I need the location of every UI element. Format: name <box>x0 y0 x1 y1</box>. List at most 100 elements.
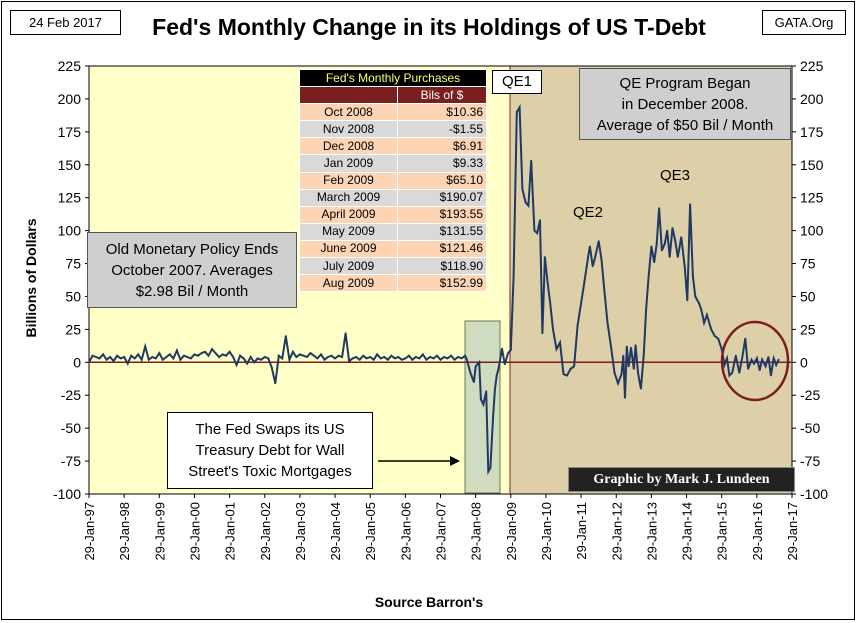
purchases-table-month: Dec 2008 <box>299 137 398 156</box>
data-point <box>165 356 168 358</box>
data-point <box>446 357 449 360</box>
purchases-table-row: July 2009 $118.90 <box>299 257 487 276</box>
purchases-table-row: Feb 2009 $65.10 <box>299 171 487 190</box>
y-tick-label-right: 200 <box>800 91 824 107</box>
x-tick-label: 29-Jan-07 <box>434 502 449 561</box>
data-point <box>179 358 182 361</box>
data-point <box>309 352 312 354</box>
data-point <box>625 345 628 348</box>
purchases-table-row: June 2009 $121.46 <box>299 239 487 259</box>
data-point <box>576 324 579 327</box>
purchases-table-row: Aug 2009 $152.99 <box>299 274 487 293</box>
data-point <box>239 354 242 357</box>
data-point <box>466 358 468 361</box>
data-point <box>249 356 252 358</box>
data-point <box>376 353 379 356</box>
x-tick-label: 29-Jan-11 <box>574 502 589 560</box>
purchases-table-month-header <box>299 86 398 105</box>
y-tick-label-left: 225 <box>58 58 82 74</box>
purchases-table-value: $131.55 <box>397 222 487 241</box>
purchases-table-month: May 2009 <box>299 222 398 241</box>
data-point <box>668 256 671 258</box>
data-point <box>713 335 716 337</box>
data-point <box>469 371 472 374</box>
data-point <box>580 302 582 304</box>
data-point <box>546 282 549 285</box>
old-policy-line-3: $2.98 Bil / Month <box>135 282 249 300</box>
qe-program-line-1: QE Program Began <box>619 74 751 92</box>
y-tick-label-left: -25 <box>61 387 81 403</box>
swap-period-box <box>464 320 501 494</box>
data-point <box>235 364 238 366</box>
fed-swaps-line-1: The Fed Swaps its US <box>195 421 345 438</box>
data-point <box>147 358 150 361</box>
data-point <box>512 275 515 278</box>
data-point <box>288 358 291 361</box>
data-point <box>594 256 597 258</box>
data-point <box>436 354 438 357</box>
purchases-table-title: Fed's Monthly Purchases <box>299 68 487 88</box>
data-point <box>439 358 442 361</box>
data-point <box>474 365 477 368</box>
data-point <box>386 358 389 361</box>
purchases-table-value: $6.91 <box>397 137 487 156</box>
data-point <box>88 361 90 364</box>
old-policy-line-2: October 2007. Averages <box>111 261 273 279</box>
data-point <box>400 358 403 361</box>
data-point <box>566 374 568 377</box>
qe3-label: QE3 <box>660 167 691 184</box>
data-point <box>487 470 490 473</box>
data-point <box>549 302 552 304</box>
data-point <box>260 358 263 361</box>
data-point <box>140 358 143 361</box>
data-point <box>348 360 350 362</box>
purchases-table-month: Aug 2009 <box>299 274 398 293</box>
y-axis-title: Billions of Dollars <box>23 218 39 338</box>
data-point <box>204 350 206 353</box>
data-point <box>647 275 650 278</box>
data-point <box>443 356 445 358</box>
data-point <box>655 242 658 245</box>
data-point <box>700 308 703 311</box>
y-tick-label-right: -25 <box>800 387 820 403</box>
data-point <box>126 362 129 365</box>
data-point <box>775 364 778 366</box>
y-tick-label-left: 150 <box>58 157 82 173</box>
fed-swaps-line-2: Treasury Debt for Wall <box>195 442 345 459</box>
data-point <box>246 362 249 365</box>
data-point <box>190 357 192 360</box>
data-point <box>464 354 466 357</box>
y-tick-label-left: -75 <box>61 453 81 469</box>
data-point <box>761 358 763 361</box>
data-point <box>671 227 674 229</box>
series-points <box>88 106 780 473</box>
data-point <box>758 369 761 372</box>
data-point <box>767 356 770 358</box>
purchases-table: Fed's Monthly Purchases Bils of $ Oct 20… <box>299 68 487 293</box>
data-point <box>744 337 747 340</box>
data-point <box>432 357 435 360</box>
x-tick-label: 29-Jan-00 <box>187 502 202 561</box>
y-tick-label-right: 100 <box>800 223 824 239</box>
data-point <box>218 356 221 358</box>
y-tick-label-right: 75 <box>800 256 816 272</box>
x-tick-label: 29-Jan-16 <box>750 502 765 561</box>
x-tick-label: 29-Jan-17 <box>785 502 800 561</box>
purchases-table-value: $118.90 <box>397 257 487 276</box>
data-point <box>95 356 97 358</box>
data-point <box>151 356 154 358</box>
data-point <box>689 203 691 206</box>
data-point <box>734 354 737 357</box>
data-point <box>334 357 336 360</box>
data-point <box>703 321 705 324</box>
data-point <box>105 358 108 361</box>
data-point <box>610 345 612 348</box>
data-point <box>661 249 663 252</box>
data-point <box>583 279 586 282</box>
purchases-table-row: April 2009 $193.55 <box>299 205 487 224</box>
data-point <box>632 368 635 370</box>
purchases-table-value: $65.10 <box>397 171 487 190</box>
data-point <box>480 398 482 401</box>
data-point <box>622 354 625 357</box>
y-tick-label-right: 25 <box>800 321 816 337</box>
